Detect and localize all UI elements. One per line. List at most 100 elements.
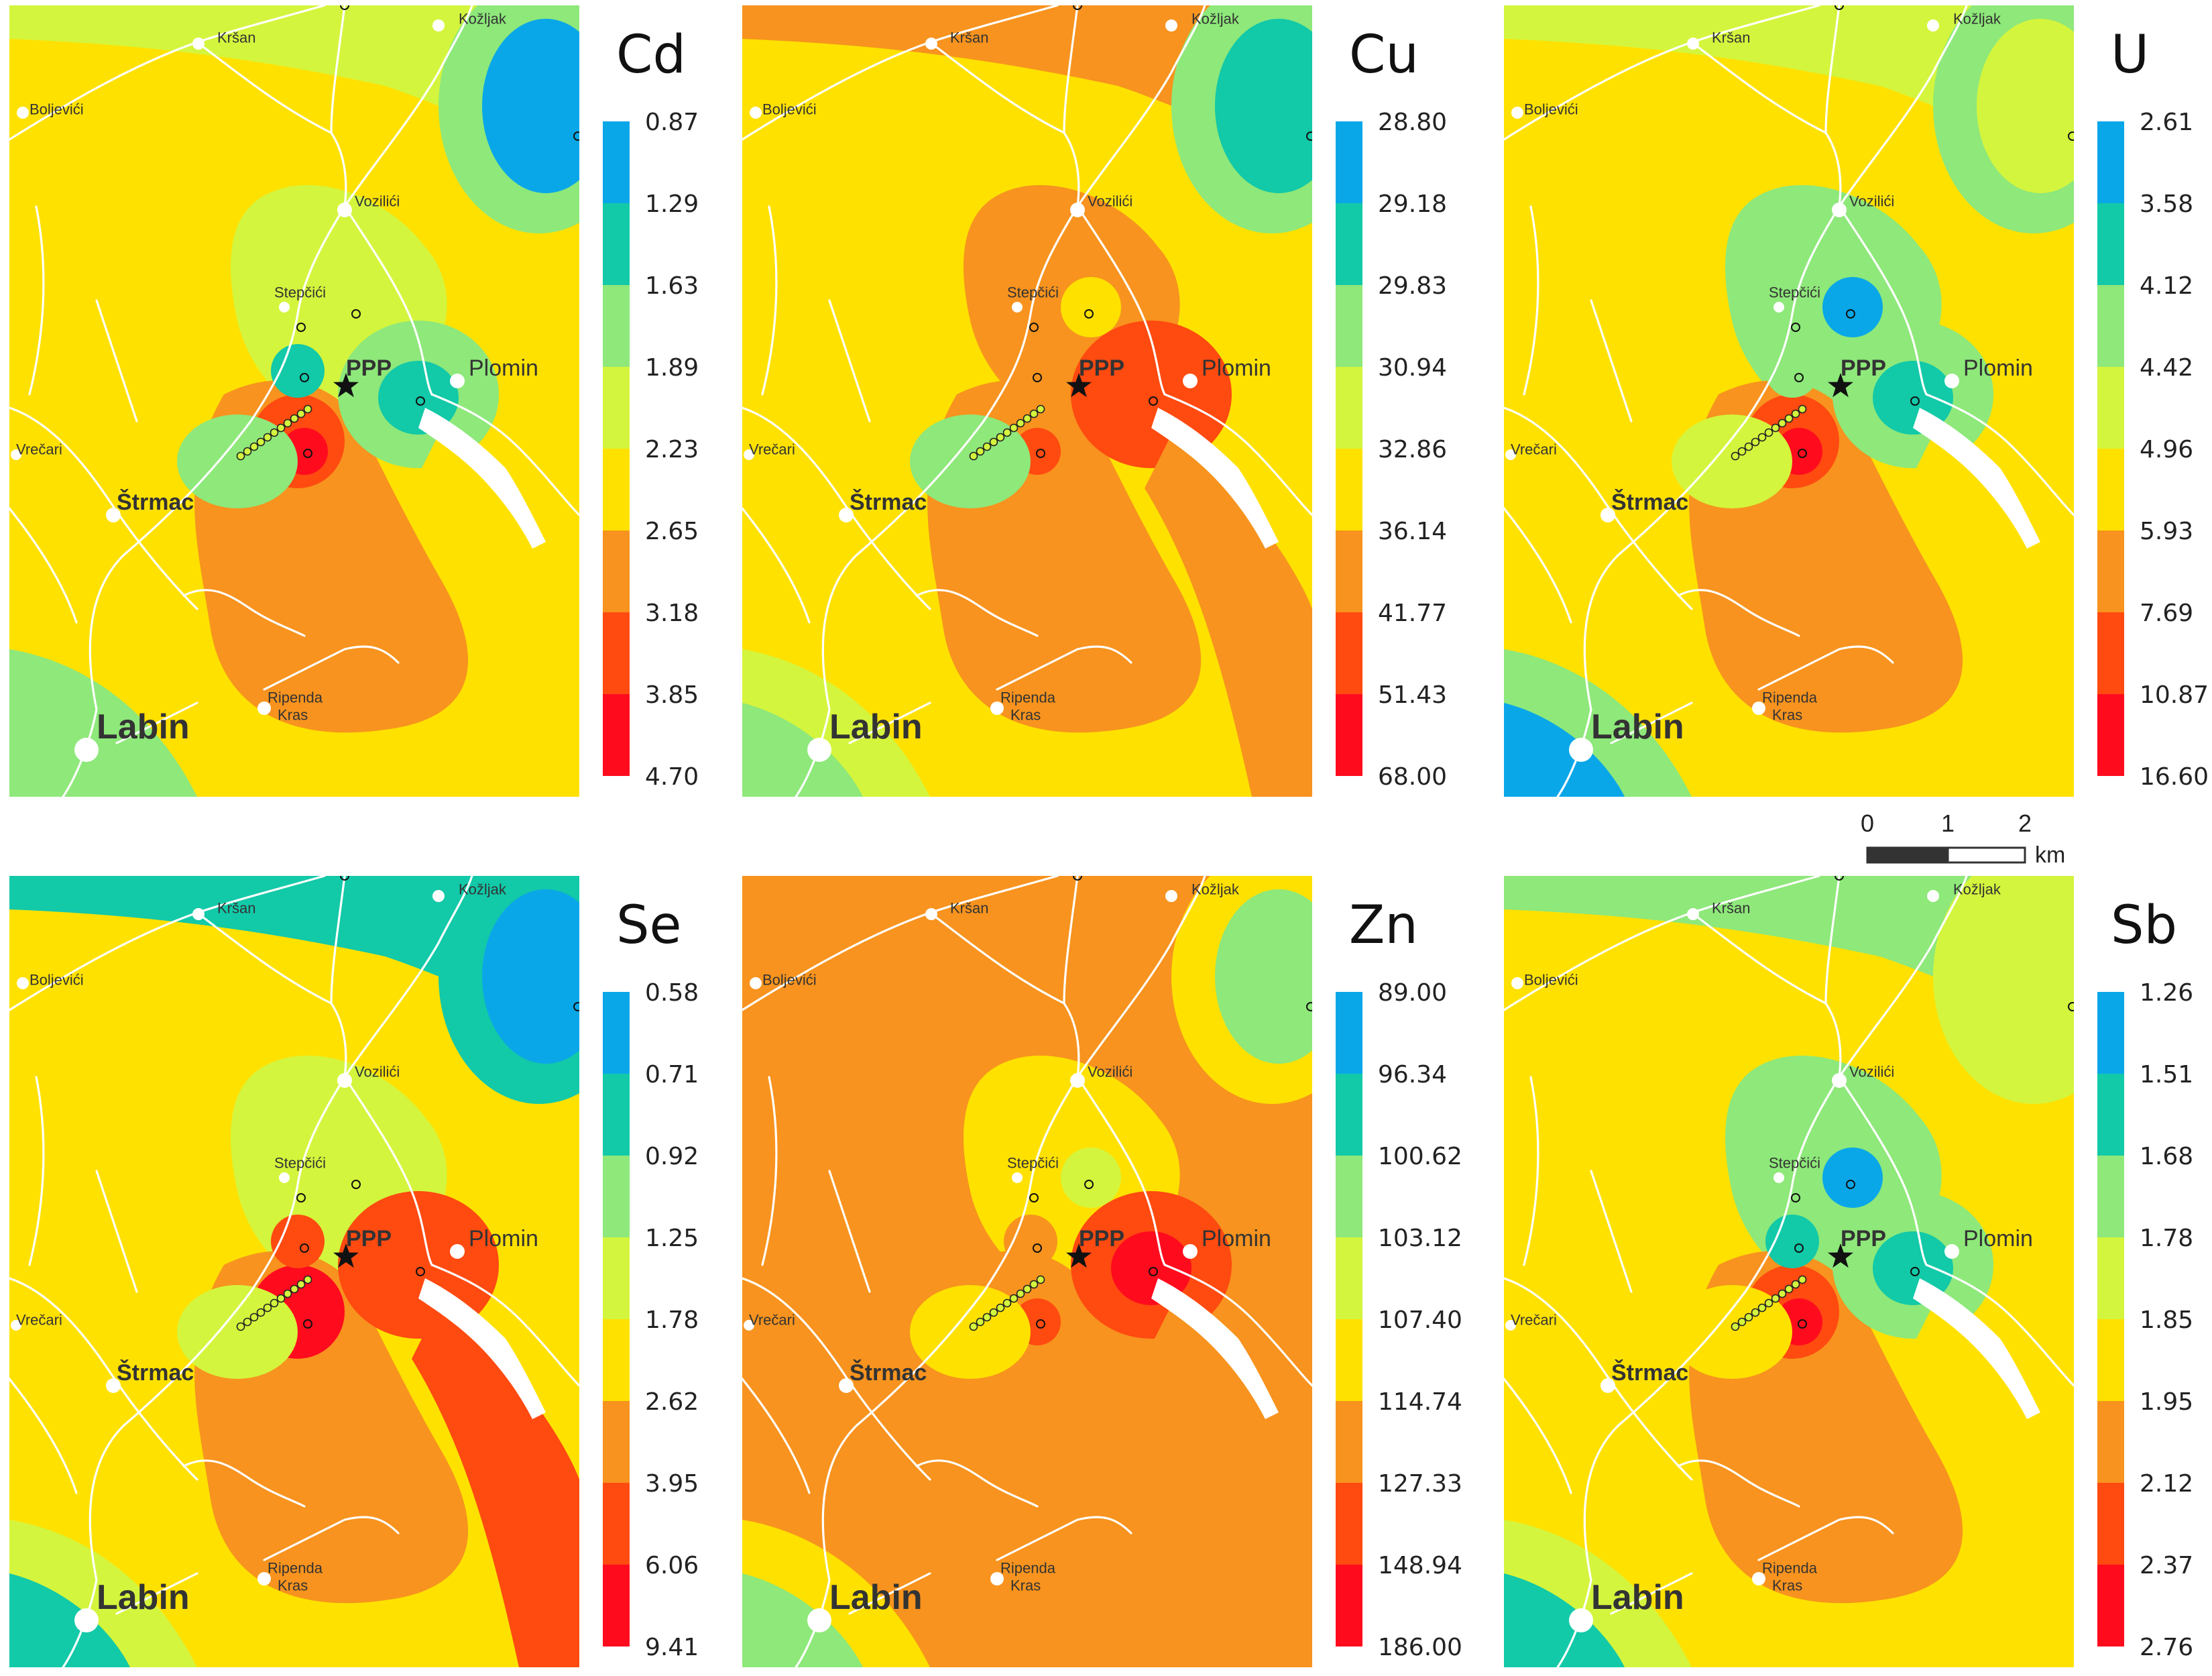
scale-tick-label: 2	[2018, 809, 2032, 837]
town-label-strmac: Štrmac	[1611, 489, 1688, 515]
legend-swatch	[1336, 449, 1362, 530]
legend-tick-label: 29.18	[1378, 190, 1447, 218]
contour-map	[9, 876, 579, 1667]
legend-swatch	[1336, 367, 1362, 449]
legend-tick-label: 2.61	[2140, 109, 2193, 136]
town-label-vrecari: Vrečari	[749, 441, 795, 458]
power-plant-star-icon	[1066, 373, 1092, 398]
map-panel-se: Kršan Kožljak Boljevići Vozilići Stepčići Plo…	[9, 876, 699, 1667]
scale-unit-label: km	[2035, 842, 2065, 868]
map-features	[236, 1275, 312, 1331]
contour-region	[482, 19, 579, 193]
legend-tick-label: 1.25	[645, 1225, 699, 1252]
legend-swatch	[1336, 1319, 1362, 1401]
map-features	[1731, 404, 1807, 461]
legend-tick-label: 0.71	[645, 1061, 699, 1088]
legend-swatch	[1336, 1074, 1362, 1156]
legend-tick-label: 0.92	[645, 1143, 699, 1170]
town-label-vozilici: Vozilići	[1849, 193, 1894, 210]
contour-region	[328, 277, 388, 337]
legend-tick-label: 2.37	[2140, 1552, 2193, 1579]
town-label-strmac: Štrmac	[1611, 1359, 1688, 1386]
legend-tick-label: 2.65	[645, 518, 699, 545]
contour-region	[1822, 1148, 1883, 1208]
legend-tick-label: 41.77	[1378, 600, 1447, 627]
town-label-ppp: PPP	[346, 1226, 392, 1251]
contour-region	[1765, 1215, 1819, 1268]
map-features	[744, 890, 1198, 1632]
contour-region	[9, 703, 130, 797]
legend-tick-label: 4.12	[2140, 272, 2193, 300]
town-label-krsan: Kršan	[217, 30, 255, 46]
contour-region	[1765, 344, 1819, 398]
legend-tick-label: 4.96	[2140, 436, 2193, 463]
contour-region	[482, 889, 579, 1064]
legend-swatch	[2097, 612, 2124, 694]
legend-tick-label: 100.62	[1378, 1143, 1462, 1170]
town-label-boljevici: Boljevići	[762, 101, 817, 118]
town-label-kozljak: Kožljak	[459, 11, 507, 27]
legend-tick-label: 2.76	[2140, 1634, 2193, 1661]
legend-tick-label: 16.60	[2140, 763, 2209, 791]
legend-swatch	[2097, 1401, 2124, 1483]
legend-swatch	[1336, 1483, 1362, 1565]
map-features	[1504, 876, 2074, 1667]
town-label-boljevici: Boljevići	[1524, 101, 1578, 118]
contour-region	[1215, 19, 1312, 193]
town-label-vozilici: Vozilići	[1088, 1064, 1132, 1080]
town-label-kozljak: Kožljak	[459, 881, 507, 898]
legend-tick-label: 2.23	[645, 436, 699, 463]
map-features	[296, 876, 579, 1329]
contour-region	[1822, 277, 1883, 337]
legend-tick-label: 28.80	[1378, 109, 1447, 136]
contour-region	[1504, 5, 2074, 153]
legend-tick-label: 1.68	[2140, 1143, 2193, 1170]
legend-swatch	[1336, 203, 1362, 285]
legend-tick-label: 2.62	[645, 1388, 699, 1416]
element-title: U	[2111, 25, 2149, 85]
town-label-boljevici: Boljevići	[762, 972, 817, 989]
power-plant-star-icon	[1066, 1243, 1092, 1268]
town-label-krsan: Kršan	[950, 30, 988, 46]
legend-swatch	[603, 1319, 630, 1401]
legend-tick-label: 1.51	[2140, 1061, 2193, 1088]
legend-swatch	[1336, 1156, 1362, 1237]
legend-swatch	[2097, 530, 2124, 612]
town-label-ppp: PPP	[1841, 1226, 1886, 1251]
town-label-stepcici: Stepčići	[274, 1155, 326, 1172]
contour-region	[1504, 703, 1625, 797]
town-label-kras: Kras	[1772, 707, 1802, 724]
town-label-strmac: Štrmac	[850, 1359, 927, 1386]
map-features	[1791, 5, 2074, 458]
town-label-strmac: Štrmac	[850, 489, 927, 515]
element-title: Cd	[616, 25, 686, 85]
legend-swatch	[603, 449, 630, 530]
town-label-plomin: Plomin	[469, 1226, 538, 1251]
town-label-strmac: Štrmac	[117, 1359, 194, 1386]
legend-tick-label: 186.00	[1378, 1634, 1462, 1661]
town-label-stepcici: Stepčići	[1769, 1155, 1820, 1172]
legend-tick-label: 103.12	[1378, 1225, 1462, 1252]
scale-tick-label: 1	[1941, 809, 1955, 837]
town-label-labin: Labin	[1591, 1578, 1684, 1617]
town-label-labin: Labin	[1591, 708, 1684, 746]
town-label-ppp: PPP	[1079, 1226, 1124, 1251]
town-label-boljevici: Boljevići	[30, 101, 84, 118]
legend-tick-label: 96.34	[1378, 1061, 1447, 1088]
map-features	[969, 1275, 1045, 1331]
element-title: Se	[616, 895, 682, 956]
legend-swatch	[603, 1565, 630, 1646]
legend-tick-label: 127.33	[1378, 1470, 1462, 1498]
legend-swatch	[1336, 694, 1362, 776]
town-label-plomin: Plomin	[1963, 1226, 2033, 1251]
town-label-vrecari: Vrečari	[16, 441, 62, 458]
legend-swatch	[2097, 285, 2124, 367]
contour-region	[9, 876, 579, 1023]
town-label-labin: Labin	[829, 708, 923, 746]
legend-tick-label: 1.78	[2140, 1225, 2193, 1252]
legend-swatch	[2097, 1483, 2124, 1565]
legend-tick-label: 1.63	[645, 272, 699, 300]
legend-swatch	[2097, 203, 2124, 285]
legend-tick-label: 114.74	[1378, 1388, 1462, 1416]
